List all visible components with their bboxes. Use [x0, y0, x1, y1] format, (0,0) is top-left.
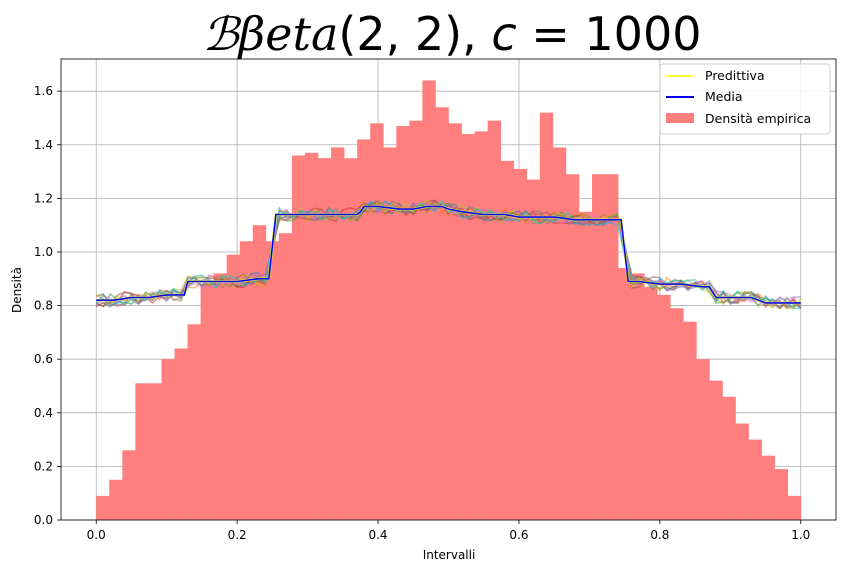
histogram-bar-35 — [552, 147, 567, 520]
y-tick-label-3: 0.6 — [34, 352, 53, 366]
x-axis-ticks: 0.0 0.2 0.4 0.6 0.8 1.0 — [87, 520, 810, 542]
y-tick-label-8: 1.6 — [34, 84, 53, 98]
histogram-bar-41 — [631, 273, 645, 520]
histogram-bar-30 — [487, 120, 501, 520]
histogram-bar-22 — [383, 147, 397, 520]
x-tick-label-5: 1.0 — [791, 528, 810, 542]
histogram-bar-4 — [148, 383, 162, 520]
histogram-bar-13 — [265, 241, 280, 521]
histogram-bar-10 — [226, 254, 241, 520]
histogram-bar-26 — [435, 107, 449, 520]
y-tick-label-2: 0.4 — [34, 406, 53, 420]
x-axis-label: Intervalli — [423, 548, 476, 562]
mean-line — [96, 205, 801, 305]
x-tick-label-1: 0.2 — [228, 528, 247, 542]
histogram-bar-51 — [761, 455, 775, 520]
y-tick-label-7: 1.4 — [34, 138, 53, 152]
histogram-bar-5 — [161, 359, 175, 520]
plot-frame — [60, 58, 837, 521]
histogram-bar-50 — [748, 439, 762, 520]
y-tick-label-0: 0.0 — [34, 513, 53, 527]
histogram-bar-16 — [304, 152, 319, 520]
histogram-bar-21 — [370, 123, 384, 520]
legend: Predittiva Media Densità empirica — [659, 63, 831, 135]
histogram-bar-24 — [409, 120, 423, 520]
histogram-bar-53 — [787, 495, 802, 520]
legend-predittiva-label: Predittiva — [705, 68, 765, 83]
histogram-bar-17 — [318, 158, 332, 520]
legend-densita-label: Densità empirica — [705, 111, 811, 126]
y-axis-label: Densità — [10, 267, 24, 313]
histogram-bar-1 — [109, 479, 123, 520]
histogram-bar-20 — [357, 139, 371, 520]
histogram-bar-29 — [474, 131, 488, 520]
histogram-bar-27 — [448, 123, 462, 520]
x-tick-label-3: 0.6 — [509, 528, 528, 542]
legend-frame — [659, 63, 831, 135]
histogram-bar-45 — [683, 321, 697, 520]
histogram-bar-49 — [735, 423, 749, 520]
histogram-bar-7 — [187, 324, 201, 520]
chart-title-params: (2, 2), — [338, 7, 491, 61]
histogram-bar-44 — [670, 308, 684, 520]
y-tick-label-5: 1.0 — [34, 245, 53, 259]
histogram-bar-48 — [722, 396, 736, 520]
legend-media-label: Media — [705, 89, 743, 104]
histogram-bar-38 — [592, 174, 606, 520]
histogram-bar-15 — [291, 155, 306, 520]
histogram-bar-39 — [605, 174, 619, 520]
histogram-bar-47 — [709, 380, 723, 520]
histogram-bar-18 — [331, 147, 345, 520]
x-tick-label-0: 0.0 — [87, 528, 106, 542]
y-tick-label-1: 0.2 — [34, 459, 53, 473]
histogram-bar-36 — [565, 174, 580, 520]
histogram-bar-6 — [174, 348, 188, 520]
histogram-bar-14 — [278, 233, 293, 520]
histogram-bar-19 — [344, 158, 358, 520]
y-tick-label-4: 0.8 — [34, 299, 53, 313]
histogram-bar-25 — [422, 80, 436, 520]
histogram-bar-52 — [774, 469, 789, 520]
x-tick-label-4: 0.8 — [650, 528, 669, 542]
histogram-bar-8 — [200, 284, 214, 520]
histogram-bars — [96, 80, 802, 521]
mean-series-line — [96, 205, 801, 304]
x-tick-label-2: 0.4 — [368, 528, 387, 542]
chart-title: ℬβeta(2, 2), c = 1000 — [203, 7, 702, 61]
histogram-bar-0 — [96, 495, 110, 520]
histogram-bar-32 — [513, 168, 528, 521]
histogram-bar-2 — [122, 450, 136, 520]
histogram-bar-42 — [644, 286, 658, 520]
legend-densita-swatch — [666, 113, 694, 123]
chart-title-family: ℬβeta — [203, 7, 339, 61]
histogram-bar-12 — [252, 225, 267, 520]
sample-path-9 — [95, 199, 801, 310]
histogram-bar-40 — [618, 268, 632, 520]
y-tick-label-6: 1.2 — [34, 191, 53, 205]
histogram-bar-28 — [461, 134, 475, 520]
histogram-bar-46 — [696, 359, 710, 520]
histogram-bar-31 — [500, 160, 515, 521]
chart-title-param-value: = 1000 — [517, 7, 702, 61]
histogram-bar-33 — [526, 179, 541, 520]
histogram-bar-43 — [657, 294, 671, 520]
chart-title-param-name: c — [491, 7, 516, 61]
histogram-bar-11 — [239, 241, 254, 521]
histogram-bar-34 — [539, 112, 554, 521]
y-axis-ticks: 0.0 0.2 0.4 0.6 0.8 1.0 1.2 1.4 1.6 — [34, 84, 61, 527]
histogram-bar-23 — [396, 126, 410, 521]
histogram-bar-3 — [135, 383, 149, 520]
histogram-bar-9 — [213, 273, 227, 520]
histogram-bar-37 — [578, 211, 593, 520]
